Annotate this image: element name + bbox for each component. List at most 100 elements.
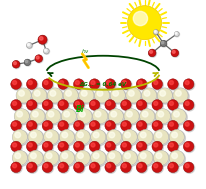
Circle shape	[168, 79, 178, 89]
Circle shape	[42, 100, 53, 110]
Circle shape	[26, 120, 37, 131]
Circle shape	[80, 111, 85, 117]
Circle shape	[89, 100, 100, 110]
Circle shape	[74, 163, 85, 173]
Circle shape	[43, 142, 54, 153]
Circle shape	[59, 150, 74, 165]
Circle shape	[155, 109, 171, 124]
Circle shape	[185, 122, 189, 126]
Circle shape	[44, 101, 48, 105]
Circle shape	[59, 142, 69, 153]
Circle shape	[175, 32, 177, 34]
Circle shape	[93, 153, 99, 159]
Circle shape	[42, 141, 53, 152]
Circle shape	[107, 81, 111, 85]
Circle shape	[138, 101, 142, 105]
Circle shape	[125, 132, 130, 138]
Circle shape	[97, 91, 103, 96]
Circle shape	[62, 132, 68, 138]
Circle shape	[28, 101, 32, 105]
Circle shape	[74, 141, 84, 152]
Circle shape	[122, 122, 126, 126]
Circle shape	[25, 60, 31, 66]
Circle shape	[58, 79, 68, 89]
Circle shape	[175, 32, 180, 37]
Circle shape	[26, 162, 37, 173]
Circle shape	[138, 164, 142, 168]
Circle shape	[26, 100, 37, 110]
Circle shape	[170, 151, 185, 167]
Circle shape	[107, 129, 122, 145]
Circle shape	[91, 129, 106, 145]
Circle shape	[183, 100, 194, 110]
Circle shape	[25, 60, 28, 63]
Circle shape	[152, 100, 163, 110]
Circle shape	[152, 141, 163, 152]
Circle shape	[42, 79, 53, 89]
Circle shape	[90, 100, 101, 111]
Circle shape	[153, 150, 169, 165]
Circle shape	[59, 129, 74, 145]
Circle shape	[79, 88, 94, 103]
Circle shape	[27, 121, 38, 132]
Circle shape	[121, 141, 131, 152]
Circle shape	[170, 81, 173, 85]
Circle shape	[90, 142, 101, 153]
Circle shape	[12, 150, 27, 165]
Circle shape	[108, 109, 123, 124]
Circle shape	[74, 79, 84, 89]
Circle shape	[154, 30, 156, 32]
Circle shape	[12, 121, 22, 132]
Circle shape	[169, 80, 179, 90]
Circle shape	[75, 129, 90, 145]
Circle shape	[60, 101, 64, 105]
Circle shape	[138, 129, 153, 145]
Circle shape	[44, 143, 48, 147]
Circle shape	[148, 49, 156, 57]
Circle shape	[60, 143, 64, 147]
Circle shape	[137, 121, 148, 132]
Circle shape	[29, 131, 44, 146]
Circle shape	[27, 80, 38, 90]
Circle shape	[74, 100, 85, 111]
Circle shape	[17, 89, 32, 104]
Circle shape	[172, 110, 187, 125]
Circle shape	[95, 88, 110, 103]
Circle shape	[58, 100, 68, 110]
Circle shape	[105, 120, 116, 131]
Circle shape	[75, 81, 79, 85]
Circle shape	[107, 150, 122, 165]
Circle shape	[80, 89, 95, 104]
Circle shape	[17, 111, 22, 117]
Circle shape	[46, 132, 52, 138]
Circle shape	[76, 151, 91, 167]
Circle shape	[154, 122, 158, 126]
Circle shape	[77, 109, 92, 124]
Circle shape	[152, 120, 163, 131]
Circle shape	[64, 89, 79, 104]
Circle shape	[153, 100, 163, 111]
Circle shape	[154, 81, 158, 85]
Circle shape	[93, 109, 108, 124]
Circle shape	[46, 153, 52, 159]
Circle shape	[173, 88, 188, 103]
Circle shape	[29, 151, 44, 167]
Circle shape	[122, 129, 137, 145]
Circle shape	[128, 91, 134, 96]
Circle shape	[126, 111, 132, 117]
Circle shape	[185, 164, 189, 168]
Circle shape	[27, 100, 38, 111]
Circle shape	[74, 120, 84, 131]
Circle shape	[63, 88, 78, 103]
Circle shape	[107, 101, 111, 105]
Circle shape	[91, 81, 95, 85]
Circle shape	[109, 153, 115, 159]
Circle shape	[105, 162, 116, 173]
Circle shape	[89, 79, 100, 89]
Circle shape	[13, 61, 20, 69]
Circle shape	[43, 121, 54, 132]
Circle shape	[12, 80, 22, 90]
Circle shape	[43, 163, 54, 173]
Circle shape	[107, 164, 111, 168]
Circle shape	[34, 91, 40, 96]
